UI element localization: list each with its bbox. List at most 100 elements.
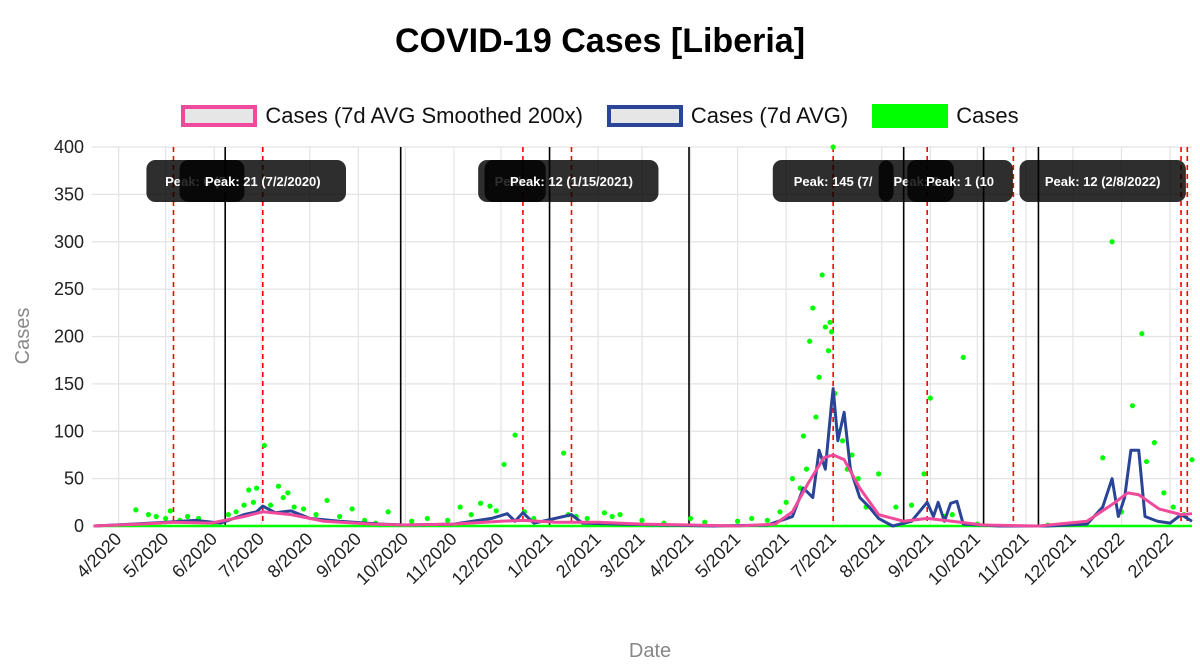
peak-lines bbox=[172, 147, 1189, 526]
legend-item-7d-avg: Cases (7d AVG) bbox=[606, 103, 849, 129]
y-axis-title: Cases bbox=[12, 308, 34, 365]
x-tick-label: 4/2020 bbox=[72, 529, 125, 582]
legend-label-cases: Cases bbox=[956, 103, 1019, 128]
peak-labels: Peak: 6 (5Peak: 21 (7/2/2020)Peak: Peak:… bbox=[146, 160, 1186, 202]
x-tick-label: 2/2022 bbox=[1124, 529, 1177, 582]
cases-point bbox=[184, 513, 191, 520]
legend-item-cases: Cases bbox=[872, 103, 1019, 129]
cases-point bbox=[617, 512, 623, 518]
x-tick-label: 12/2020 bbox=[448, 529, 508, 589]
cases-point bbox=[1100, 455, 1106, 461]
x-tick-label: 8/2021 bbox=[835, 529, 888, 582]
cases-point bbox=[275, 483, 282, 489]
cases-point bbox=[803, 466, 810, 472]
cases-point bbox=[153, 513, 159, 520]
series-group bbox=[93, 144, 1195, 528]
x-tick-label: 4/2021 bbox=[644, 529, 697, 582]
cases-point bbox=[810, 305, 816, 311]
legend-label-smoothed: Cases (7d AVG Smoothed 200x) bbox=[265, 103, 583, 128]
x-tick-label: 3/2021 bbox=[596, 529, 649, 582]
smoothed-line bbox=[93, 453, 1193, 528]
cases-point bbox=[876, 471, 882, 477]
cases-point bbox=[822, 324, 828, 330]
x-tick-label: 12/2021 bbox=[1020, 529, 1080, 589]
cases-point bbox=[734, 518, 741, 524]
cases-point bbox=[501, 461, 507, 468]
legend-key-cases bbox=[872, 104, 949, 128]
y-tick-label: 350 bbox=[54, 184, 84, 204]
cases-point bbox=[250, 499, 256, 505]
cases-point bbox=[349, 506, 355, 512]
x-tick-label: 1/2021 bbox=[503, 529, 556, 582]
x-tick-label: 5/2021 bbox=[691, 529, 744, 582]
legend-label-7d-avg: Cases (7d AVG) bbox=[690, 103, 849, 128]
peak-label-text: Peak: 1 (10 bbox=[926, 174, 994, 189]
cases-point bbox=[336, 513, 343, 520]
cases-point bbox=[829, 329, 835, 335]
cases-point bbox=[280, 494, 286, 501]
cases-point bbox=[493, 508, 499, 514]
cases-point bbox=[819, 272, 825, 278]
cases-point bbox=[133, 507, 139, 513]
cases-point bbox=[300, 506, 307, 512]
y-tick-label: 150 bbox=[54, 374, 84, 394]
legend-key-7d-avg bbox=[606, 105, 683, 127]
x-tick-label: 5/2020 bbox=[119, 529, 172, 582]
cases-point bbox=[949, 512, 955, 518]
gridlines bbox=[92, 146, 1192, 527]
cases-point bbox=[561, 450, 567, 456]
cases-point bbox=[1170, 504, 1176, 510]
chart-title: COVID-19 Cases [Liberia] bbox=[394, 22, 806, 60]
cases-point bbox=[291, 504, 297, 510]
cases-point bbox=[825, 348, 832, 354]
x-tick-label: 6/2020 bbox=[168, 529, 221, 582]
cases-point bbox=[424, 515, 430, 522]
cases-point bbox=[285, 490, 291, 496]
peak-label-box bbox=[907, 160, 1013, 202]
cases-point bbox=[893, 504, 899, 510]
cases-point bbox=[512, 432, 518, 438]
peak-label-text: Peak: 21 (7/2/2020) bbox=[205, 174, 321, 189]
cases-point bbox=[908, 502, 915, 508]
cases-point bbox=[1139, 331, 1145, 337]
cases-point bbox=[1161, 490, 1167, 496]
cases-point bbox=[409, 518, 415, 524]
cases-point bbox=[927, 395, 933, 401]
cases-point bbox=[261, 442, 267, 449]
cases-point bbox=[601, 510, 607, 516]
x-axis-title: Date bbox=[629, 640, 671, 662]
x-tick-label: 1/2022 bbox=[1075, 529, 1128, 582]
x-tick-label: 7/2020 bbox=[215, 529, 268, 582]
cases-point bbox=[1143, 458, 1150, 465]
cases-point bbox=[1109, 239, 1115, 245]
cases-point bbox=[807, 338, 813, 344]
cases-point bbox=[764, 517, 770, 523]
peak-label-box bbox=[484, 160, 659, 202]
cases-point bbox=[268, 502, 274, 508]
legend-key-smoothed bbox=[181, 105, 258, 127]
cases-point bbox=[478, 500, 484, 506]
cases-point bbox=[789, 476, 796, 482]
cases-point bbox=[313, 512, 319, 518]
wave-boundary-lines bbox=[224, 147, 1040, 526]
cases-point bbox=[783, 499, 789, 505]
cases-point bbox=[827, 319, 833, 325]
cases-point bbox=[830, 144, 836, 150]
cases-point bbox=[167, 508, 173, 514]
peak-label-box bbox=[772, 160, 894, 202]
cases-point bbox=[487, 503, 493, 509]
cases-point bbox=[800, 433, 806, 439]
peak-label-text: Peak: 12 (1/15/2021) bbox=[510, 174, 633, 189]
cases-point bbox=[233, 509, 239, 515]
avg-7d-line bbox=[93, 387, 1193, 528]
cases-point bbox=[849, 452, 855, 458]
cases-point bbox=[813, 414, 819, 420]
cases-point bbox=[839, 438, 846, 444]
cases-point bbox=[584, 515, 590, 522]
cases-point bbox=[921, 471, 927, 477]
cases-point bbox=[816, 374, 822, 380]
cases-point bbox=[385, 509, 391, 515]
cases-point bbox=[777, 509, 783, 515]
peak-label-box bbox=[1019, 160, 1186, 202]
